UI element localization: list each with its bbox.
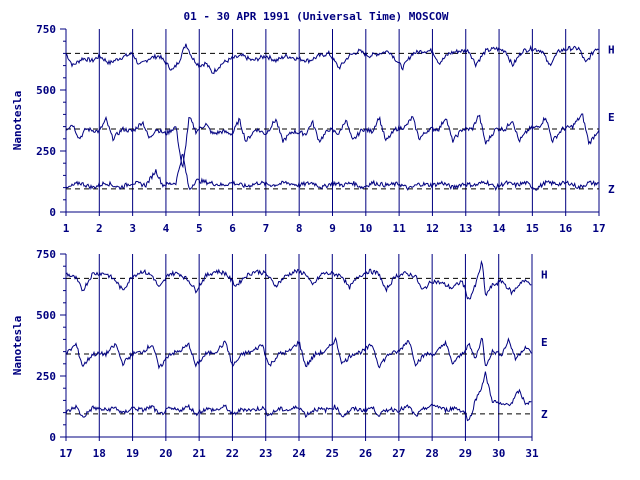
x-tick-label: 24: [292, 447, 306, 460]
series-line-e: [65, 113, 600, 169]
x-tick-label: 17: [592, 222, 605, 235]
series-line-z: [65, 153, 599, 192]
series-label-e: E: [608, 111, 615, 124]
x-tick-label: 14: [492, 222, 506, 235]
x-tick-label: 26: [359, 447, 373, 460]
x-tick-label: 27: [392, 447, 405, 460]
x-tick-label: 8: [296, 222, 303, 235]
x-tick-label: 15: [526, 222, 539, 235]
x-tick-label: 31: [525, 447, 539, 460]
x-tick-label: 23: [259, 447, 272, 460]
x-tick-label: 28: [426, 447, 439, 460]
x-tick-label: 10: [359, 222, 372, 235]
x-tick-label: 18: [93, 447, 106, 460]
chart-title: 01 - 30 APR 1991 (Universal Time) MOSCOW: [184, 10, 449, 23]
x-tick-label: 25: [326, 447, 339, 460]
x-tick-label: 9: [329, 222, 336, 235]
y-tick-label: 250: [36, 145, 56, 158]
x-tick-label: 21: [193, 447, 207, 460]
series-label-z: Z: [541, 408, 548, 421]
x-tick-label: 4: [163, 222, 170, 235]
series-label-h: H: [541, 268, 548, 281]
x-tick-label: 2: [96, 222, 103, 235]
y-axis-label: Nanotesla: [11, 316, 24, 376]
y-tick-label: 750: [36, 23, 56, 36]
x-tick-label: 1: [63, 222, 70, 235]
y-tick-label: 750: [36, 248, 56, 261]
x-tick-label: 12: [426, 222, 439, 235]
y-tick-label: 0: [49, 206, 56, 219]
series-label-h: H: [608, 43, 615, 56]
series-line-h: [65, 43, 599, 75]
x-tick-label: 3: [129, 222, 136, 235]
series-label-z: Z: [608, 183, 615, 196]
x-tick-label: 13: [459, 222, 472, 235]
x-tick-label: 5: [196, 222, 203, 235]
x-tick-label: 7: [263, 222, 270, 235]
series-line-e: [65, 336, 532, 370]
x-tick-label: 6: [229, 222, 236, 235]
x-tick-label: 20: [159, 447, 172, 460]
series-line-h: [65, 259, 532, 300]
y-tick-label: 500: [36, 309, 56, 322]
y-tick-label: 250: [36, 370, 56, 383]
x-tick-label: 22: [226, 447, 239, 460]
x-tick-label: 19: [126, 447, 139, 460]
panel-bottom: 17 18 19 20 21 22 23 24 25 26 27 28 29 30 31 0 250 500 750…: [11, 248, 548, 460]
x-tick-label: 29: [459, 447, 472, 460]
x-tick-label: 17: [59, 447, 72, 460]
y-tick-label: 500: [36, 84, 56, 97]
y-axis-label: Nanotesla: [11, 91, 24, 151]
x-tick-label: 16: [559, 222, 573, 235]
x-tick-label: 11: [393, 222, 407, 235]
y-tick-label: 0: [49, 431, 56, 444]
series-label-e: E: [541, 336, 548, 349]
x-tick-label: 30: [492, 447, 505, 460]
series-line-z: [65, 371, 532, 422]
panel-top: 1 2 3 4 5 6 7 8 9 10 11 12 13 14 15 16 170250500750Nanot…: [11, 23, 615, 235]
